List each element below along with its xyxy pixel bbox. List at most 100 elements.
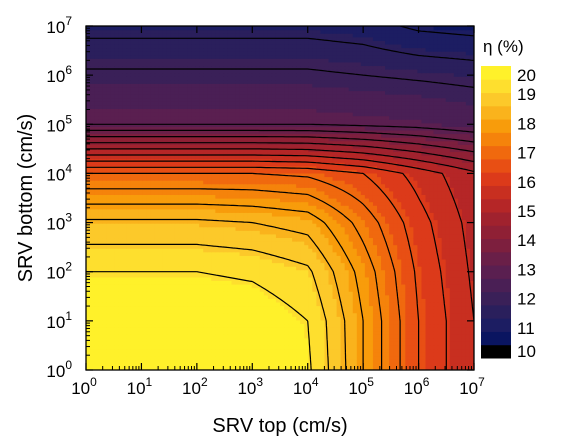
- contour-cell: [158, 266, 164, 271]
- contour-cell: [385, 301, 390, 307]
- contour-cell: [296, 262, 301, 267]
- contour-cell: [324, 355, 330, 360]
- contour-cell: [457, 294, 463, 299]
- contour-cell: [162, 266, 168, 271]
- contour-cell: [219, 362, 225, 368]
- contour-cell: [393, 352, 398, 357]
- contour-cell: [368, 230, 374, 235]
- contour-cell: [300, 237, 305, 242]
- contour-cell: [219, 276, 225, 282]
- contour-cell: [138, 359, 144, 364]
- contour-cell: [154, 291, 160, 296]
- contour-cell: [381, 187, 386, 192]
- contour-cell: [203, 287, 208, 292]
- contour-cell: [158, 190, 164, 196]
- contour-cell: [401, 294, 406, 299]
- contour-cell: [405, 362, 410, 368]
- contour-cell: [215, 241, 220, 246]
- contour-cell: [284, 208, 289, 213]
- contour-cell: [336, 190, 342, 196]
- contour-cell: [130, 355, 136, 360]
- contour-cell: [360, 223, 366, 228]
- contour-cell: [231, 212, 237, 217]
- contour-cell: [86, 291, 91, 296]
- contour-cell: [457, 362, 463, 368]
- contour-cell: [162, 334, 168, 339]
- contour-cell: [231, 298, 237, 303]
- contour-cell: [348, 194, 354, 199]
- contour-cell: [170, 294, 176, 299]
- contour-cell: [348, 362, 354, 368]
- contour-cell: [421, 251, 427, 256]
- contour-cell: [86, 194, 91, 199]
- contour-cell: [251, 348, 257, 353]
- contour-cell: [348, 348, 354, 353]
- contour-cell: [122, 212, 128, 217]
- contour-cell: [288, 301, 293, 307]
- contour-cell: [267, 262, 273, 267]
- contour-cell: [162, 226, 168, 231]
- contour-cell: [267, 241, 273, 246]
- contour-cell: [146, 284, 152, 289]
- contour-cell: [219, 223, 225, 228]
- contour-cell: [332, 280, 338, 285]
- contour-cell: [292, 205, 297, 210]
- contour-cell: [324, 262, 330, 267]
- contour-cell: [142, 359, 148, 364]
- contour-cell: [231, 305, 237, 310]
- contour-cell: [191, 341, 196, 346]
- contour-cell: [324, 301, 330, 307]
- contour-cell: [377, 327, 382, 332]
- contour-cell: [142, 330, 148, 335]
- contour-cell: [158, 223, 164, 228]
- contour-cell: [393, 258, 398, 264]
- contour-cell: [445, 251, 451, 256]
- contour-cell: [146, 366, 152, 370]
- contour-cell: [304, 248, 309, 253]
- contour-cell: [239, 251, 245, 256]
- contour-cell: [312, 215, 317, 221]
- contour-cell: [134, 301, 140, 307]
- contour-cell: [344, 276, 350, 282]
- contour-cell: [90, 355, 95, 360]
- contour-cell: [304, 355, 309, 360]
- contour-cell: [183, 255, 188, 260]
- contour-cell: [239, 190, 245, 196]
- contour-cell: [263, 316, 269, 321]
- contour-cell: [284, 273, 289, 278]
- contour-cell: [340, 316, 346, 321]
- contour-cell: [340, 187, 346, 192]
- contour-cell: [385, 316, 390, 321]
- contour-cell: [118, 212, 123, 217]
- contour-cell: [134, 251, 140, 256]
- contour-cell: [328, 319, 334, 325]
- contour-cell: [110, 183, 115, 188]
- contour-cell: [255, 287, 261, 292]
- contour-cell: [413, 305, 419, 310]
- contour-cell: [191, 198, 196, 203]
- contour-cell: [146, 298, 152, 303]
- contour-cell: [239, 366, 245, 370]
- contour-cell: [98, 330, 103, 335]
- contour-cell: [138, 337, 144, 342]
- contour-cell: [348, 294, 354, 299]
- contour-cell: [166, 309, 172, 314]
- contour-cell: [223, 205, 229, 210]
- contour-cell: [166, 273, 172, 278]
- contour-cell: [441, 280, 447, 285]
- contour-cell: [453, 312, 459, 317]
- contour-cell: [465, 194, 471, 199]
- contour-cell: [356, 194, 362, 199]
- contour-cell: [162, 237, 168, 242]
- contour-cell: [469, 208, 474, 213]
- contour-cell: [284, 327, 289, 332]
- contour-cell: [409, 334, 414, 339]
- contour-cell: [130, 330, 136, 335]
- contour-cell: [150, 316, 156, 321]
- contour-cell: [239, 226, 245, 231]
- contour-cell: [457, 276, 463, 282]
- contour-cell: [381, 309, 386, 314]
- contour-cell: [195, 223, 200, 228]
- contour-cell: [308, 312, 313, 317]
- contour-cell: [288, 183, 293, 188]
